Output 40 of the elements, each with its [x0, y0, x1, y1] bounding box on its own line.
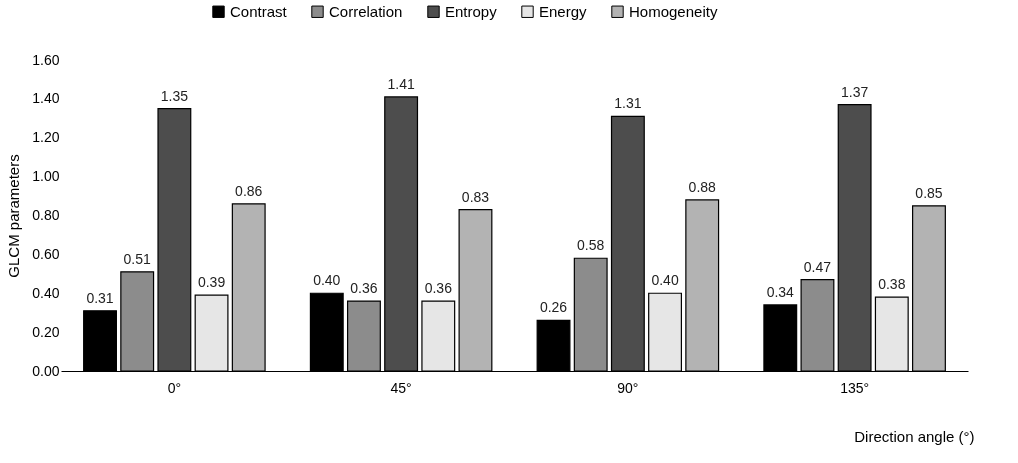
- y-tick-label: 1.20: [32, 129, 60, 146]
- data-label: 0.39: [197, 274, 226, 291]
- x-tick-label: 0°: [167, 379, 182, 396]
- y-tick-label: 1.60: [32, 51, 60, 68]
- y-tick-label: 0.60: [32, 245, 60, 262]
- data-label: 1.41: [387, 75, 415, 92]
- y-tick-label: 0.80: [32, 207, 60, 223]
- data-label: 1.31: [614, 95, 642, 112]
- x-tick-label: 90°: [617, 379, 639, 396]
- y-tick-label: 0.00: [32, 362, 60, 379]
- data-label: 0.34: [766, 283, 795, 300]
- y-tick-label: 0.20: [32, 323, 60, 340]
- x-tick-label: 45°: [390, 379, 412, 396]
- data-label: 1.35: [160, 87, 189, 104]
- y-axis-title: GLCM parameters: [5, 154, 23, 278]
- data-label: 0.88: [688, 178, 717, 195]
- data-label: 0.51: [123, 250, 152, 267]
- data-label: 0.47: [803, 258, 832, 275]
- data-label: 0.83: [461, 188, 490, 205]
- data-label: 0.85: [915, 184, 943, 201]
- legend-label: Homogeneity: [629, 2, 718, 20]
- legend-label: Contrast: [230, 2, 288, 20]
- legend-label: Correlation: [329, 2, 403, 20]
- data-label: 1.37: [841, 83, 869, 100]
- y-tick-label: 0.40: [32, 284, 60, 301]
- data-label: 0.36: [424, 280, 453, 297]
- legend-label: Energy: [539, 2, 588, 20]
- legend-label: Entropy: [445, 2, 498, 20]
- data-label: 0.26: [539, 299, 568, 316]
- data-label: 0.31: [86, 289, 114, 306]
- data-label: 0.36: [350, 280, 378, 297]
- data-label: 0.38: [878, 276, 906, 293]
- x-tick-label: 135°: [840, 379, 870, 396]
- data-label: 0.86: [235, 182, 263, 199]
- data-label: 0.40: [313, 272, 341, 289]
- y-tick-label: 1.00: [32, 168, 60, 185]
- y-tick-label: 1.40: [32, 90, 60, 107]
- x-axis-title: Direction angle (°): [854, 427, 975, 445]
- data-label: 0.58: [577, 237, 605, 254]
- data-label: 0.40: [651, 272, 679, 289]
